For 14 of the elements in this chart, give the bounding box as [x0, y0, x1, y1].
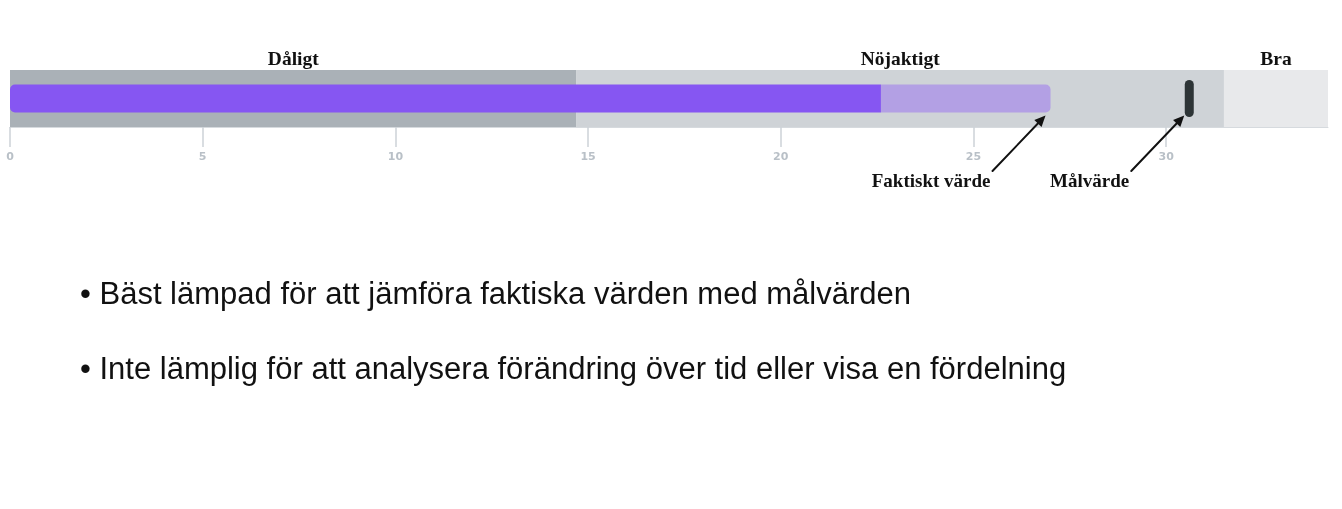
text: Faktiskt värde	[871, 169, 991, 191]
text: • Bäst lämpad för att jämföra faktiska värden med målvärden	[80, 275, 912, 313]
x-tick-label: 20	[773, 150, 789, 163]
x-tick-label: 30	[1158, 150, 1175, 163]
ref-line-label: Målvärde	[1050, 169, 1130, 191]
x-tick-label: 0	[6, 150, 15, 163]
band-label: Bra	[1260, 47, 1292, 69]
x-tick-label: 25	[965, 150, 982, 163]
text: • Inte lämplig för att analysera förändring över tid eller visa en fördelning	[80, 350, 1067, 388]
x-tick-label: 15	[580, 150, 596, 163]
band-label: Dåligt	[267, 47, 320, 69]
x-tick-label: 5	[198, 150, 207, 163]
x-tick-label: 10	[387, 150, 404, 163]
band-label: Nöjaktigt	[860, 47, 941, 69]
